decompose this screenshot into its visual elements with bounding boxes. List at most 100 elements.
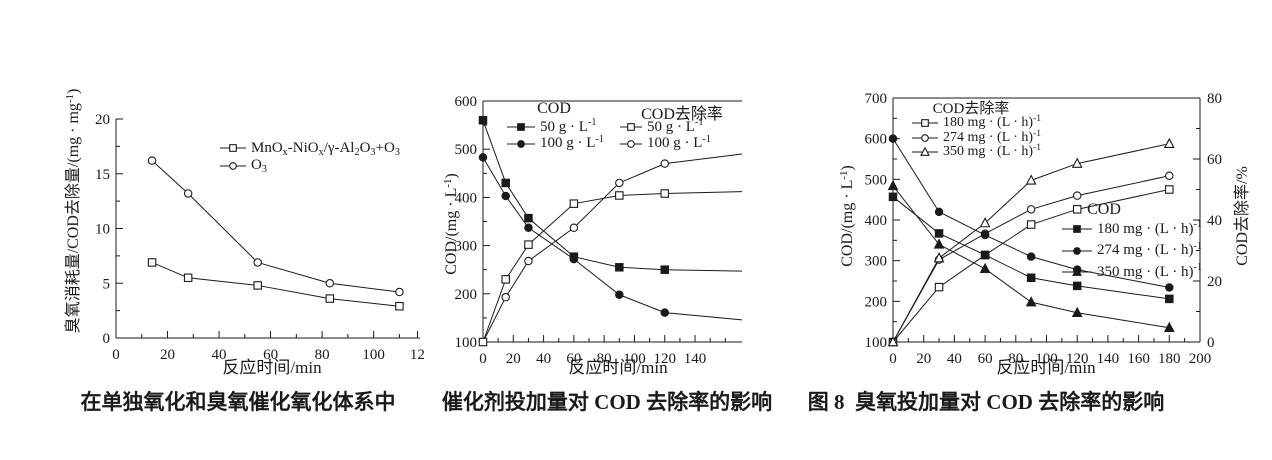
chart1-x-axis-label: 反应时间/min <box>222 358 322 377</box>
marker-triangle-open <box>979 217 991 228</box>
legend-item: O3 <box>220 157 267 176</box>
chart1-y-axis-label: 臭氧消耗量/COD去除量/(mg · mg-1) <box>63 88 82 334</box>
legend-marker-circle-filled-icon <box>507 139 535 148</box>
legend-item-label: 350 mg · (L · h)-1 <box>943 143 1042 159</box>
marker-circle-filled <box>660 308 670 317</box>
marker-square-filled <box>1073 225 1081 233</box>
legend-marker-circle-filled-icon <box>1062 246 1092 255</box>
legend-item-label: 180 mg · (L · h)-1 <box>1097 219 1203 237</box>
marker-circle-open <box>1165 171 1174 181</box>
marker-square-filled <box>615 263 624 272</box>
series-line <box>892 185 1170 329</box>
marker-square-open <box>1072 205 1082 214</box>
tick-label: 140 <box>1097 351 1120 367</box>
tick-label: 0 <box>112 347 120 363</box>
tick-label: 100 <box>455 335 478 351</box>
series-line <box>482 157 743 321</box>
legend-item-label: MnOx-NiOx/γ-Al2O3+O3 <box>251 139 400 158</box>
marker-square-open <box>934 282 944 292</box>
marker-circle-open <box>1026 205 1036 214</box>
marker-square-filled <box>478 116 488 125</box>
marker-circle-filled <box>934 207 944 217</box>
tick-label: 80 <box>1008 351 1023 367</box>
marker-square-filled <box>501 178 510 188</box>
legend-item: 100 g · L-1 <box>620 134 711 152</box>
marker-circle-open <box>147 156 157 165</box>
marker-square-open <box>615 191 624 200</box>
marker-triangle-filled <box>887 179 899 191</box>
marker-triangle-open <box>920 146 930 156</box>
marker-circle-filled <box>478 153 488 162</box>
tick-label: 60 <box>978 351 993 367</box>
marker-circle-open <box>253 258 262 267</box>
marker-square-open <box>325 294 335 303</box>
tick-label: 300 <box>455 239 478 255</box>
chart3-right-y-axis-label: COD去除率/% <box>1234 166 1251 266</box>
tick-label: 40 <box>1207 213 1222 229</box>
marker-circle-filled <box>1026 252 1036 261</box>
chart2-caption: 催化剂投加量对 COD 去除率的影响 <box>441 390 773 414</box>
tick-label: 40 <box>536 351 551 367</box>
tick-label: 600 <box>865 132 888 148</box>
marker-circle-open <box>183 189 193 198</box>
chart3-y-axis-label: COD/(mg · L-1) <box>837 165 856 267</box>
chart1-caption: 在单独氧化和臭氧催化氧化体系中 <box>80 390 396 414</box>
marker-circle-open <box>921 133 929 142</box>
legend-item-label: O3 <box>251 157 267 176</box>
legend-header: COD去除率 <box>641 106 723 123</box>
marker-square-filled <box>1072 281 1082 291</box>
tick-label: 20 <box>506 351 521 367</box>
tick-label: 200 <box>865 294 888 310</box>
tick-label: 12 <box>410 347 425 363</box>
marker-circle-open <box>615 178 624 188</box>
marker-circle-filled <box>888 134 898 143</box>
legend-header: COD <box>537 100 571 117</box>
marker-square-filled <box>888 192 898 202</box>
marker-square-open <box>147 258 157 267</box>
tick-label: 160 <box>1127 351 1150 367</box>
marker-square-open <box>627 123 635 131</box>
marker-triangle-filled <box>933 238 945 249</box>
marker-circle-filled <box>501 191 510 201</box>
tick-label: 100 <box>362 347 385 363</box>
marker-triangle-filled <box>1072 266 1082 276</box>
chart2-x-axis-label: 反应时间/min <box>568 358 668 377</box>
marker-circle-filled <box>1073 246 1081 255</box>
tick-label: 600 <box>455 94 478 110</box>
tick-label: 20 <box>160 347 175 363</box>
legend-marker-square-filled-icon <box>507 123 535 131</box>
marker-square-open <box>921 119 929 127</box>
series-line <box>151 160 400 293</box>
legend-marker-square-open-icon <box>620 123 642 131</box>
marker-square-filled <box>1165 294 1174 304</box>
marker-square-open <box>524 240 533 249</box>
tick-label: 100 <box>1035 351 1058 367</box>
marker-square-open <box>229 144 237 152</box>
marker-triangle-filled <box>979 262 991 274</box>
marker-circle-filled <box>1165 283 1174 292</box>
marker-triangle-open <box>933 252 945 263</box>
series-line <box>892 138 1170 288</box>
marker-triangle-open <box>1163 137 1175 148</box>
marker-circle-open <box>229 161 237 170</box>
tick-label: 60 <box>263 347 278 363</box>
tick-label: 400 <box>455 190 478 206</box>
legend-item: 50 g · L-1 <box>507 117 596 135</box>
tick-label: 200 <box>455 287 478 303</box>
legend-item-label: 100 g · L-1 <box>540 133 604 151</box>
legend-item-label: 274 mg · (L · h)-1 <box>1097 240 1203 258</box>
tick-label: 20 <box>1207 274 1222 290</box>
marker-triangle-open <box>887 336 899 347</box>
marker-triangle-open <box>1071 157 1083 168</box>
chart3-caption: 图 8 臭氧投加量对 COD 去除率的影响 <box>807 390 1165 414</box>
tick-label: 5 <box>103 276 111 292</box>
series-line <box>482 153 743 343</box>
marker-square-open <box>660 189 670 198</box>
legend-item-label: 350 mg · (L · h)-1 <box>1097 262 1203 280</box>
series-line <box>892 143 1170 343</box>
marker-square-open <box>501 275 510 284</box>
tick-label: 15 <box>95 167 110 183</box>
tick-label: 20 <box>916 351 931 367</box>
